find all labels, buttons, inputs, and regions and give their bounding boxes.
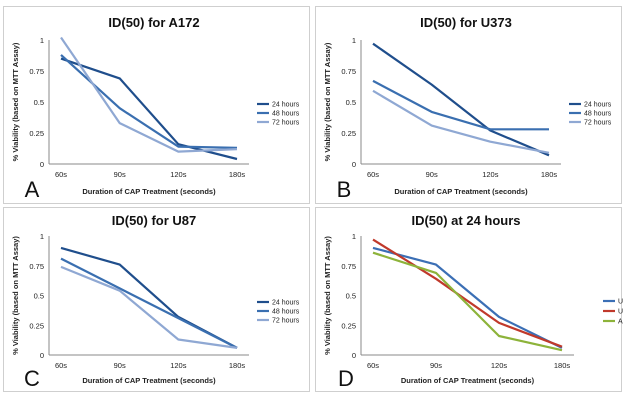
- legend-label: 48 hours: [272, 309, 300, 316]
- legend-label: U3: [618, 309, 623, 316]
- y-axis-label: % Viability (based on MTT Assay): [323, 236, 332, 355]
- chart-svg-b: ID(50) for U373 0 0.25 0.5 0.75 1 60s 90s 120s 18…: [323, 15, 612, 202]
- legend-label: 72 hours: [272, 318, 300, 325]
- legend-label: 72 hours: [584, 120, 612, 127]
- y-tick-label: 0.75: [29, 262, 44, 271]
- chart-title-c: ID(50) for U87: [112, 213, 197, 228]
- x-tick-label: 120s: [482, 170, 499, 179]
- y-tick-label: 0.5: [34, 292, 44, 301]
- y-axis-label: % Viability (based on MTT Assay): [323, 42, 332, 161]
- y-axis-label: % Viability (based on MTT Assay): [11, 236, 20, 355]
- x-tick-label: 120s: [170, 170, 187, 179]
- x-tick-label: 60s: [367, 361, 379, 370]
- x-tick-label: 60s: [55, 170, 67, 179]
- legend-label: 72 hours: [272, 120, 300, 127]
- series-line-u3: [372, 238, 563, 348]
- y-tick-label: 0: [352, 351, 356, 360]
- series-line-48-hours: [372, 79, 549, 131]
- x-axis-label: Duration of CAP Treatment (seconds): [82, 187, 216, 196]
- series-line-u8: [372, 246, 563, 349]
- series-line-48-hours: [60, 54, 238, 149]
- legend-label: 48 hours: [272, 111, 300, 118]
- x-tick-label: 180s: [229, 170, 246, 179]
- x-tick-label: 90s: [426, 170, 438, 179]
- chart-panel-c: ID(50) for U87 0 0.25 0.5 0.75 1 60s 90s 120s 180…: [3, 207, 310, 392]
- chart-svg-c: ID(50) for U87 0 0.25 0.5 0.75 1 60s 90s 120s 180…: [11, 213, 300, 391]
- legend-label: 24 hours: [584, 102, 612, 109]
- y-tick-label: 1: [40, 232, 44, 241]
- x-tick-label: 180s: [554, 361, 571, 370]
- y-tick-label: 0.25: [341, 321, 356, 330]
- chart-panel-b: ID(50) for U373 0 0.25 0.5 0.75 1 60s 90s 120s 18…: [315, 6, 622, 204]
- x-tick-label: 120s: [491, 361, 508, 370]
- y-tick-label: 0.25: [341, 129, 356, 138]
- x-tick-label: 180s: [541, 170, 558, 179]
- chart-svg-d: ID(50) at 24 hours 0 0.25 0.5 0.75 1 60s 90s 120…: [323, 213, 623, 391]
- legend-label: U8: [618, 299, 623, 306]
- series-line-72-hours: [60, 265, 238, 349]
- y-tick-label: 0.5: [346, 292, 356, 301]
- y-tick-label: 0.25: [29, 321, 44, 330]
- panel-letter: A: [25, 177, 40, 202]
- x-axis-label: Duration of CAP Treatment (seconds): [401, 376, 535, 385]
- x-tick-label: 90s: [114, 170, 126, 179]
- y-tick-label: 0.5: [34, 98, 44, 107]
- y-tick-label: 0: [352, 160, 356, 169]
- chart-title-a: ID(50) for A172: [108, 15, 199, 30]
- x-tick-label: 90s: [430, 361, 442, 370]
- series-line-24-hours: [60, 57, 238, 161]
- y-tick-label: 1: [352, 232, 356, 241]
- x-tick-label: 60s: [55, 361, 67, 370]
- y-tick-label: 0.75: [341, 67, 356, 76]
- x-axis-label: Duration of CAP Treatment (seconds): [82, 376, 216, 385]
- y-tick-label: 0.75: [341, 262, 356, 271]
- y-tick-label: 0.25: [29, 129, 44, 138]
- series-line-24-hours: [60, 246, 238, 349]
- y-tick-label: 0.5: [346, 98, 356, 107]
- y-tick-label: 1: [352, 36, 356, 45]
- series-line-72-hours: [372, 89, 550, 154]
- y-tick-label: 0.75: [29, 67, 44, 76]
- x-axis-label: Duration of CAP Treatment (seconds): [394, 187, 528, 196]
- panel-letter: B: [337, 177, 352, 202]
- chart-title-d: ID(50) at 24 hours: [411, 213, 520, 228]
- chart-panel-d: ID(50) at 24 hours 0 0.25 0.5 0.75 1 60s 90s 120…: [315, 207, 623, 392]
- series-line-a1: [372, 251, 563, 352]
- series-line-24-hours: [372, 42, 550, 157]
- panel-letter: D: [338, 366, 354, 391]
- y-tick-label: 1: [40, 36, 44, 45]
- x-tick-label: 90s: [114, 361, 126, 370]
- chart-title-b: ID(50) for U373: [420, 15, 512, 30]
- series-line-72-hours: [60, 36, 238, 153]
- x-tick-label: 60s: [367, 170, 379, 179]
- legend-label: 48 hours: [584, 111, 612, 118]
- chart-panel-a: ID(50) for A172 0 0.25 0.5 0.75 1 60s 90s 120s 18…: [3, 6, 310, 204]
- y-tick-label: 0: [40, 351, 44, 360]
- legend-label: 24 hours: [272, 102, 300, 109]
- chart-svg-a: ID(50) for A172 0 0.25 0.5 0.75 1 60s 90s 120s 18…: [11, 15, 300, 202]
- x-tick-label: 120s: [170, 361, 187, 370]
- y-axis-label: % Viability (based on MTT Assay): [11, 42, 20, 161]
- legend-label: A1: [618, 319, 623, 326]
- x-tick-label: 180s: [229, 361, 246, 370]
- legend-label: 24 hours: [272, 300, 300, 307]
- y-tick-label: 0: [40, 160, 44, 169]
- series-line-48-hours: [60, 257, 238, 349]
- panel-letter: C: [24, 366, 40, 391]
